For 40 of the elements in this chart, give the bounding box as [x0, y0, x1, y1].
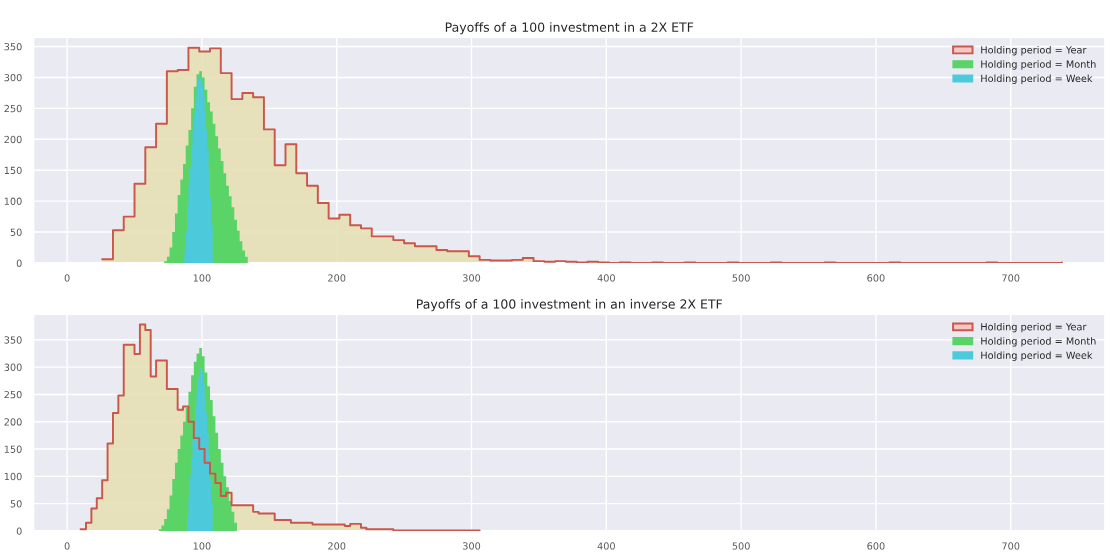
x-tick-label: 700	[1002, 274, 1020, 282]
x-tick-label: 300	[462, 542, 481, 550]
x-tick-label: 0	[64, 274, 70, 282]
legend-label: Holding period = Month	[981, 60, 1096, 70]
y-tick-label: 0	[16, 259, 22, 267]
y-tick-label: 250	[4, 390, 22, 399]
y-tick-label: 350	[4, 336, 22, 344]
x-tick-label: 400	[597, 542, 615, 550]
y-tick-label: 100	[4, 472, 22, 481]
chart-title: Payoffs of a 100 investment in an inverse 2X ETF	[417, 299, 723, 312]
y-tick-label: 200	[4, 135, 22, 144]
legend-label: Holding period = Year	[981, 46, 1087, 56]
x-tick-label: 700	[1002, 542, 1020, 550]
x-tick-label: 400	[597, 274, 615, 282]
x-tick-label: 600	[867, 542, 885, 550]
legend-label: Holding period = Month	[981, 337, 1096, 347]
legend-label: Holding period = Year	[981, 322, 1087, 333]
y-tick-label: 250	[4, 104, 22, 113]
x-tick-label: 200	[328, 542, 346, 550]
x-tick-label: 500	[732, 542, 750, 550]
y-tick-label: 50	[10, 500, 22, 508]
y-tick-label: 50	[10, 228, 22, 236]
chart-title: Payoffs of a 100 investment in a 2X ETF	[445, 22, 694, 35]
y-tick-label: 150	[4, 445, 22, 453]
x-tick-label: 500	[732, 274, 750, 282]
x-tick-label: 0	[64, 542, 70, 550]
y-tick-label: 300	[4, 73, 22, 82]
y-tick-label: 0	[16, 527, 22, 535]
x-tick-label: 300	[462, 274, 481, 282]
legend-label: Holding period = Week	[981, 74, 1093, 84]
x-tick-label: 200	[328, 274, 346, 282]
y-tick-label: 150	[4, 166, 22, 175]
y-tick-label: 100	[4, 197, 22, 205]
x-tick-label: 100	[193, 542, 211, 550]
legend-label: Holding period = Week	[981, 351, 1093, 361]
x-tick-label: 100	[193, 274, 211, 282]
y-tick-label: 300	[4, 363, 22, 371]
x-tick-label: 600	[867, 274, 885, 282]
y-tick-label: 200	[4, 418, 22, 426]
y-tick-label: 350	[4, 43, 22, 51]
